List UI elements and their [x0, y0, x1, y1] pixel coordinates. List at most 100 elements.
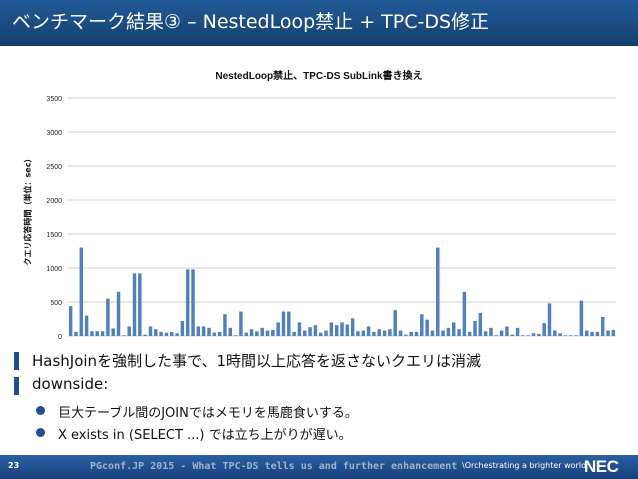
bar [350, 318, 355, 336]
bar [499, 330, 504, 336]
bar [207, 327, 211, 336]
bar [106, 298, 110, 336]
bar [196, 326, 201, 336]
bar [452, 322, 456, 336]
bar [425, 319, 429, 336]
bar [95, 331, 99, 336]
slide-title: ベンチマーク結果③ – NestedLoop禁止 + TPC-DS修正 [12, 11, 490, 33]
bar [404, 334, 408, 336]
bar [122, 335, 126, 336]
footer-bar [0, 455, 638, 479]
bar [430, 330, 435, 336]
y-tick-label: 1000 [46, 266, 62, 273]
bar [74, 331, 78, 336]
bar [164, 332, 169, 336]
bar [537, 333, 541, 336]
bar [127, 326, 131, 336]
bar [79, 247, 84, 336]
bar [409, 331, 413, 336]
bar [84, 315, 89, 336]
bar [579, 300, 584, 336]
bullet-item: HashJoinを強制した事で、1時間以上応答を返さないクエリは消滅 [14, 349, 634, 374]
bar [494, 335, 499, 336]
bar [340, 322, 344, 336]
bar [324, 330, 328, 336]
bar [356, 331, 360, 336]
bar [345, 324, 350, 336]
bar [318, 332, 323, 336]
bar [180, 321, 185, 336]
bar [526, 335, 530, 336]
bar [574, 335, 578, 336]
bar [377, 329, 381, 336]
y-tick-label: 0 [58, 334, 62, 341]
bar [606, 330, 610, 336]
bar [436, 247, 440, 336]
bar [154, 329, 158, 336]
bar [531, 333, 536, 336]
footer-text: PGconf.JP 2015 - What TPC-DS tells us an… [90, 461, 458, 472]
bullet-marker [14, 377, 19, 395]
sub-bullet-text: 巨大テーブル間のJOINではメモリを馬鹿食いする。 [58, 406, 358, 421]
bar [558, 333, 562, 336]
bar [132, 273, 137, 336]
bar [361, 330, 366, 336]
bar [585, 330, 589, 336]
bar [505, 326, 509, 336]
bar [191, 269, 195, 336]
bullet-dot-icon [36, 428, 45, 437]
bar [287, 311, 291, 336]
bar [473, 321, 477, 336]
bullet-item: downside: [14, 374, 634, 399]
bar [175, 333, 179, 336]
y-tick-label: 3500 [46, 96, 62, 103]
bar [159, 331, 163, 336]
bar [297, 322, 302, 336]
y-tick-label: 1500 [46, 232, 62, 239]
bar [90, 331, 94, 336]
bar [212, 332, 217, 336]
bar [590, 331, 594, 336]
bar [483, 331, 488, 336]
bar [569, 335, 573, 336]
bar [217, 331, 222, 336]
bar [313, 325, 318, 336]
bar [276, 322, 280, 336]
bar [467, 331, 472, 336]
bar [138, 273, 142, 336]
bar [249, 329, 254, 336]
bar [170, 331, 174, 336]
bar [372, 331, 376, 336]
bar [446, 327, 451, 336]
bar [414, 331, 419, 336]
bar [239, 311, 243, 336]
bar [68, 306, 73, 336]
bar [244, 332, 248, 336]
y-tick-label: 3000 [46, 130, 62, 137]
bar [260, 327, 264, 336]
bar [547, 303, 552, 336]
bar [521, 335, 525, 336]
y-tick-label: 500 [50, 300, 62, 307]
bar [542, 323, 546, 336]
bar [303, 330, 307, 336]
bar [185, 269, 190, 336]
bar [116, 291, 121, 336]
bar [281, 311, 286, 336]
bullet-marker [14, 352, 19, 370]
bar [393, 310, 397, 336]
bar [595, 331, 600, 336]
bar [398, 330, 403, 336]
nec-logo: NEC [584, 457, 619, 476]
bar [515, 327, 520, 336]
bar [334, 325, 339, 336]
bar [457, 329, 461, 336]
bar [478, 312, 483, 336]
bar [611, 329, 616, 336]
bar [271, 329, 275, 336]
bar [563, 335, 568, 336]
y-tick-label: 2500 [46, 164, 62, 171]
bar [510, 334, 514, 336]
bar [143, 334, 147, 336]
bar [553, 330, 557, 336]
